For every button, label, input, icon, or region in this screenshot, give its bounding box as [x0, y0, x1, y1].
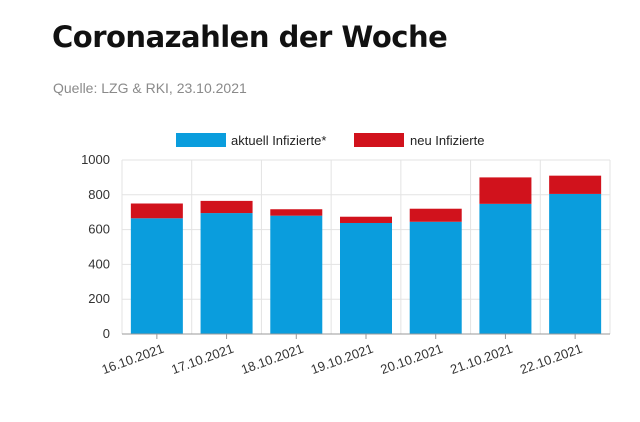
legend-swatch: [354, 133, 404, 147]
bar-segment-neu: [409, 208, 462, 222]
bar-segment-neu: [130, 203, 183, 219]
bar-segment-neu: [549, 175, 602, 194]
bar-segment-neu: [270, 209, 323, 216]
bar-segment-aktuell: [130, 218, 183, 334]
y-tick-label: 200: [88, 291, 110, 306]
bar-segment-neu: [200, 200, 253, 214]
chart-title: Coronazahlen der Woche: [52, 20, 448, 54]
bar-segment-aktuell: [200, 213, 253, 334]
x-tick-label: 18.10.2021: [239, 341, 305, 377]
x-tick-label: 17.10.2021: [169, 341, 235, 377]
x-tick-label: 21.10.2021: [448, 341, 514, 377]
bar-segment-aktuell: [409, 221, 462, 334]
legend-label: aktuell Infizierte*: [231, 133, 326, 148]
bar-segment-aktuell: [549, 193, 602, 334]
chart-legend: aktuell Infizierte* neu Infizierte: [176, 133, 484, 148]
bar-segment-aktuell: [479, 203, 532, 334]
chart-bars: [130, 175, 602, 334]
x-tick-label: 20.10.2021: [378, 341, 444, 377]
chart-source: Quelle: LZG & RKI, 23.10.2021: [53, 80, 247, 96]
bar-segment-aktuell: [340, 222, 392, 334]
y-tick-label: 400: [88, 256, 110, 271]
y-tick-label: 0: [103, 326, 110, 341]
y-tick-label: 1000: [81, 152, 110, 167]
y-tick-label: 600: [88, 222, 110, 237]
legend-swatch: [176, 133, 226, 147]
x-tick-label: 19.10.2021: [309, 341, 375, 377]
bar-segment-neu: [340, 216, 392, 223]
y-tick-label: 800: [88, 187, 110, 202]
bar-segment-aktuell: [270, 215, 323, 334]
x-tick-label: 16.10.2021: [100, 341, 166, 377]
x-tick-label: 22.10.2021: [518, 341, 584, 377]
bar-segment-neu: [479, 177, 532, 204]
legend-label: neu Infizierte: [410, 133, 484, 148]
